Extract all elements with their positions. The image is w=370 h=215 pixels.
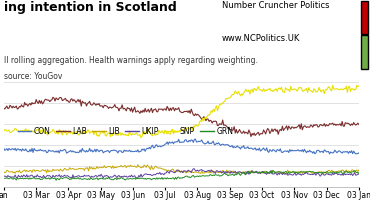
Legend: CON, LAB, LIB, UKIP, SNP, GRN: CON, LAB, LIB, UKIP, SNP, GRN — [15, 124, 236, 139]
Text: www.NCPolitics.UK: www.NCPolitics.UK — [222, 34, 300, 43]
Text: ing intention in Scotland: ing intention in Scotland — [4, 1, 176, 14]
Text: ll rolling aggregation. Health warnings apply regarding weighting.: ll rolling aggregation. Health warnings … — [4, 56, 258, 65]
Text: Number Cruncher Politics: Number Cruncher Politics — [222, 1, 330, 10]
Text: source: YouGov: source: YouGov — [4, 72, 62, 81]
